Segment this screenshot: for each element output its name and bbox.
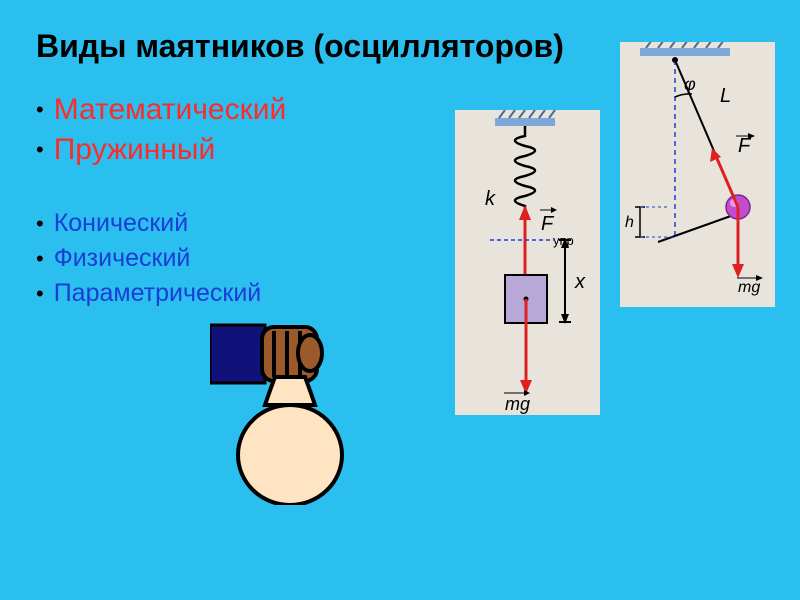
label-F2: F bbox=[738, 135, 752, 157]
svg-text:mg: mg bbox=[505, 394, 530, 414]
bullet-icon: • bbox=[36, 99, 44, 121]
label-phi: φ bbox=[684, 74, 696, 94]
hand-bag-illustration bbox=[210, 305, 390, 505]
label-mg: mg bbox=[505, 394, 530, 414]
slide: Виды маятников (осцилляторов) • Математи… bbox=[0, 0, 800, 600]
bullet-icon: • bbox=[36, 139, 44, 161]
bullet-icon: • bbox=[36, 213, 44, 235]
svg-text:F: F bbox=[541, 213, 555, 235]
bullet-icon: • bbox=[36, 283, 44, 305]
label-k: k bbox=[485, 188, 496, 210]
list-item-label: Физический bbox=[54, 244, 191, 273]
label-L: L bbox=[720, 85, 731, 107]
list-item-label: Пружинный bbox=[54, 133, 216, 167]
bullet-icon: • bbox=[36, 248, 44, 270]
spring-diagram: k F упр x mg bbox=[455, 110, 600, 415]
list-item-label: Конический bbox=[54, 209, 189, 238]
list-item-label: Математический bbox=[54, 93, 287, 127]
list-item-label: Параметрический bbox=[54, 279, 262, 308]
label-mg2: mg bbox=[738, 279, 760, 296]
label-h: h bbox=[625, 214, 634, 231]
label-F: F bbox=[541, 213, 555, 235]
label-x: x bbox=[574, 271, 586, 293]
pendulum-diagram: L φ h F mg bbox=[620, 42, 775, 307]
